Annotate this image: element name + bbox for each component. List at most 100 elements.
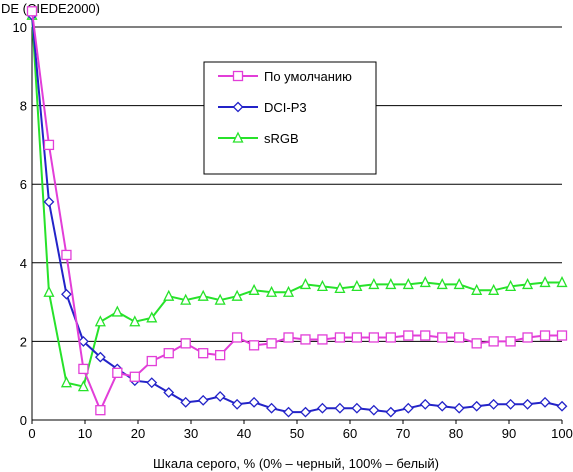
data-point [385, 406, 397, 418]
data-point [266, 402, 277, 414]
data-point [146, 377, 158, 389]
data-point [146, 355, 157, 367]
data-point [385, 332, 396, 343]
data-point [334, 281, 346, 293]
data-point [61, 249, 72, 261]
data-point [112, 367, 123, 378]
legend-label: DCI-P3 [264, 100, 307, 115]
data-point [26, 6, 38, 17]
data-point [556, 275, 568, 288]
data-point [180, 338, 191, 349]
data-point [111, 305, 123, 317]
data-point [317, 334, 328, 345]
data-point [266, 285, 278, 297]
data-point [197, 394, 209, 406]
data-point [60, 376, 73, 388]
data-point [163, 387, 175, 398]
data-point [522, 398, 533, 410]
data-point [198, 348, 209, 359]
data-point [334, 332, 346, 343]
data-point [248, 396, 260, 408]
data-point [231, 289, 243, 301]
data-point [419, 275, 431, 288]
data-point [488, 336, 499, 347]
legend-marker [232, 101, 244, 113]
data-point [522, 332, 533, 343]
x-tick-label: 0 [28, 426, 35, 441]
data-point [129, 315, 141, 327]
data-point [146, 311, 158, 323]
x-axis-title: Шкала серого, % (0% – черный, 100% – бел… [153, 456, 439, 471]
data-point [214, 293, 226, 305]
data-point [248, 283, 260, 295]
data-point [300, 406, 311, 418]
data-point [129, 371, 140, 382]
data-point [316, 279, 328, 292]
data-point [402, 277, 414, 290]
data-point [78, 363, 89, 375]
data-point [248, 340, 260, 351]
data-point [334, 402, 346, 414]
x-tick-label: 10 [78, 426, 92, 441]
data-point [94, 315, 106, 327]
x-tick-label: 40 [237, 426, 251, 441]
data-point [43, 196, 55, 208]
data-point [471, 338, 482, 349]
data-point [368, 277, 380, 290]
data-point [163, 348, 174, 359]
data-point [488, 398, 500, 410]
data-point [77, 380, 89, 392]
legend-box [203, 61, 377, 175]
data-point [163, 289, 175, 301]
data-point [180, 396, 192, 408]
data-point [283, 332, 294, 343]
y-tick-label: 8 [20, 99, 27, 114]
data-point [539, 330, 551, 341]
data-point [539, 396, 551, 408]
data-point [420, 330, 431, 341]
series-2 [26, 8, 568, 392]
data-point [521, 277, 534, 290]
data-point [266, 338, 277, 349]
y-axis-title: DE (CIEDE2000) [1, 1, 100, 16]
data-point [453, 402, 465, 414]
data-point [231, 398, 243, 410]
x-tick-label: 20 [131, 426, 145, 441]
y-tick-label: 10 [13, 20, 27, 35]
y-tick-label: 2 [20, 334, 27, 349]
y-tick-label: 0 [20, 413, 27, 428]
data-point [505, 279, 517, 292]
y-tick-label: 4 [20, 256, 27, 271]
data-point [95, 405, 106, 416]
data-point [436, 400, 448, 412]
legend-label: sRGB [264, 131, 299, 146]
data-point [351, 279, 363, 292]
data-point [77, 335, 89, 347]
legend-marker [232, 131, 244, 143]
data-point [180, 293, 192, 305]
x-tick-label: 90 [502, 426, 516, 441]
series-0 [26, 6, 568, 416]
data-point [283, 406, 294, 418]
data-point [402, 402, 414, 414]
data-point [539, 275, 551, 288]
legend: По умолчанию DCI-P3 sRGB [203, 61, 377, 175]
data-point [351, 402, 363, 414]
data-point [214, 391, 226, 402]
series-layer [26, 6, 568, 418]
data-point [299, 277, 312, 290]
data-point [197, 289, 209, 301]
x-tick-label: 80 [449, 426, 463, 441]
data-point [94, 351, 106, 363]
x-tick-label: 70 [396, 426, 410, 441]
data-point [436, 277, 448, 290]
legend-label: По умолчанию [264, 69, 352, 84]
data-point [351, 332, 363, 343]
data-point [505, 398, 517, 410]
data-point [471, 400, 483, 412]
data-point [437, 332, 448, 343]
data-point [556, 330, 568, 341]
data-point [231, 332, 243, 343]
